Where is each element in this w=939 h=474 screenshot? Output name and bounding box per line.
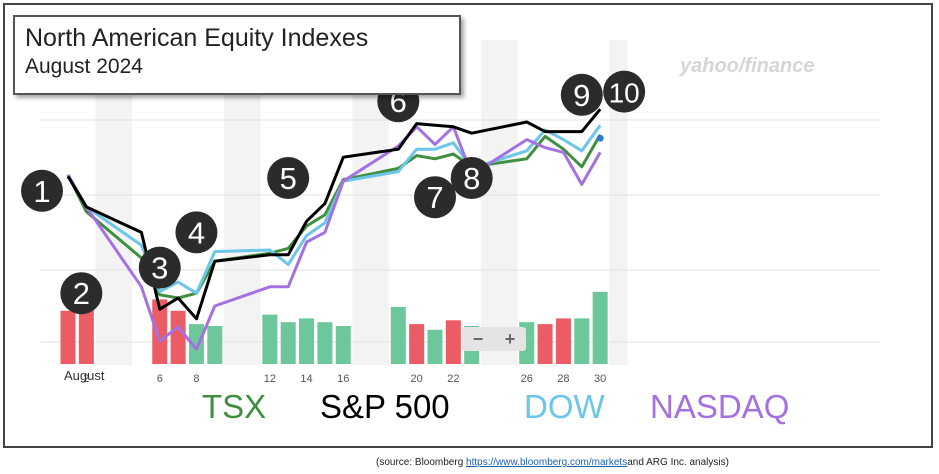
x-tick-label: 8 xyxy=(193,373,199,385)
x-tick-label: 16 xyxy=(337,373,349,385)
annotation-circle xyxy=(60,272,103,315)
volume-bar xyxy=(537,324,553,364)
x-tick-label: 30 xyxy=(594,373,606,385)
legend-tsx: TSX xyxy=(202,388,267,425)
volume-bar xyxy=(390,307,406,364)
series-line-sp500 xyxy=(66,108,602,321)
annotation-label: 2 xyxy=(73,276,90,311)
annotation-label: 7 xyxy=(426,180,443,215)
annotation-marker-3: 3 xyxy=(138,246,181,289)
yahoo-finance-watermark: yahoo/finance xyxy=(679,55,814,77)
volume-bar xyxy=(170,310,186,364)
weekend-band xyxy=(609,40,628,365)
annotation-label: 8 xyxy=(463,161,480,196)
x-tick-label: 26 xyxy=(521,373,533,385)
volume-bar xyxy=(188,324,204,364)
chart-title: North American Equity Indexes xyxy=(25,24,369,52)
volume-bar xyxy=(207,326,223,364)
source-link[interactable]: https://www.bloomberg.com/markets xyxy=(466,457,628,468)
annotation-label: 9 xyxy=(573,78,590,113)
legend-sp500: S&P 500 xyxy=(320,388,450,425)
series-line-nasdaq xyxy=(66,125,602,351)
volume-bar xyxy=(409,324,425,364)
volume-bar xyxy=(555,318,571,364)
annotation-marker-5: 5 xyxy=(267,157,310,199)
volume-bar xyxy=(60,310,76,364)
annotation-label: 4 xyxy=(188,215,205,250)
volume-bar xyxy=(335,326,351,364)
volume-bar xyxy=(262,314,278,364)
volume-bar xyxy=(317,322,333,364)
series-line-tsx xyxy=(66,134,602,300)
annotation-circle xyxy=(138,246,181,289)
last-point-dot xyxy=(596,134,604,142)
annotation-circle xyxy=(267,157,310,199)
x-tick-label: 22 xyxy=(447,373,459,385)
legend-nasdaq: NASDAQ xyxy=(650,388,790,425)
volume-bars xyxy=(60,291,608,364)
x-tick-label: 28 xyxy=(557,373,569,385)
annotation-label: 3 xyxy=(151,251,168,286)
weekend-band xyxy=(480,40,518,365)
source-note: (source: Bloomberg https://www.bloomberg… xyxy=(376,457,729,468)
volume-bar xyxy=(445,320,461,364)
x-tick-label: 14 xyxy=(300,373,312,385)
volume-bar xyxy=(574,318,590,364)
annotation-marker-7: 7 xyxy=(414,176,456,219)
annotation-marker-9: 9 xyxy=(560,73,603,116)
annotation-label: 5 xyxy=(280,161,297,196)
volume-bar xyxy=(592,291,608,364)
volume-bar xyxy=(152,299,168,364)
volume-bar xyxy=(427,329,443,364)
annotation-circle xyxy=(603,70,646,113)
annotation-label: 10 xyxy=(609,78,640,109)
x-tick-label: 2 xyxy=(83,373,89,385)
volume-bar xyxy=(299,318,315,364)
source-suffix: and ARG Inc. analysis) xyxy=(627,457,729,468)
annotation-marker-10: 10 xyxy=(603,70,646,113)
annotation-marker-8: 8 xyxy=(450,157,493,199)
title-box: North American Equity Indexes August 202… xyxy=(13,15,461,95)
volume-bar xyxy=(78,303,94,364)
legend-dow: DOW xyxy=(524,388,605,425)
chart-subtitle: August 2024 xyxy=(25,55,143,78)
annotation-circle xyxy=(21,169,63,212)
source-prefix: (source: Bloomberg xyxy=(376,457,467,468)
zoom-in-button[interactable]: + xyxy=(504,328,516,349)
index-lines xyxy=(66,108,604,351)
annotation-marker-2: 2 xyxy=(60,272,103,315)
series-line-dow xyxy=(66,124,602,295)
annotation-circle xyxy=(450,157,493,199)
x-tick-label: 6 xyxy=(157,373,163,385)
annotation-label: 1 xyxy=(33,174,50,209)
x-tick-label: 20 xyxy=(411,373,423,385)
annotation-circle xyxy=(560,73,603,116)
annotation-marker-1: 1 xyxy=(21,169,63,212)
annotation-marker-4: 4 xyxy=(175,211,218,254)
volume-bar xyxy=(280,322,296,364)
annotation-circle xyxy=(175,211,218,254)
annotation-circle xyxy=(414,176,456,219)
x-tick-label: 12 xyxy=(264,373,276,385)
zoom-out-button[interactable]: − xyxy=(472,328,484,349)
zoom-control[interactable]: − + xyxy=(462,327,526,351)
x-month-label: August xyxy=(64,368,105,383)
